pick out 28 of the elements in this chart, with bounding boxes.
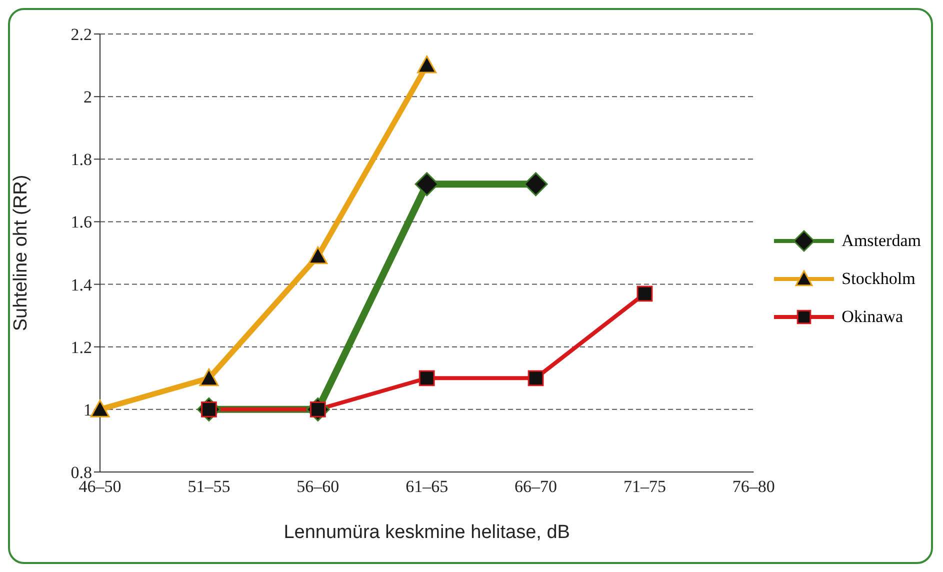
x-tick-label: 61–65 (406, 477, 448, 496)
point (414, 172, 439, 196)
x-tick-label: 76–80 (732, 477, 775, 496)
y-tick-label: 2.2 (70, 25, 92, 44)
y-tick-label: 1 (84, 400, 92, 420)
point (418, 370, 435, 386)
point (528, 370, 544, 386)
x-tick-label: 51–55 (188, 477, 230, 496)
legend-label: Okinawa (842, 307, 904, 327)
point (417, 56, 437, 74)
y-tick-label: 1.8 (70, 150, 92, 170)
legend-label: Stockholm (842, 269, 916, 289)
x-axis-title: Lennumüra keskmine helitase, dB (284, 522, 570, 543)
point (524, 172, 548, 196)
y-tick-label: 1.4 (70, 275, 92, 294)
point (90, 400, 110, 418)
legend-label: Amsterdam (842, 231, 921, 251)
y-tick-label: 2 (84, 88, 92, 107)
y-tick-label: 1.2 (70, 338, 92, 357)
x-tick-label: 66–70 (514, 477, 558, 496)
x-tick-label: 46–50 (78, 477, 122, 496)
point (308, 246, 328, 264)
x-tick-label: 71–75 (623, 477, 666, 496)
y-tick-label: 1.6 (70, 212, 92, 232)
point (636, 286, 653, 302)
point (199, 368, 219, 386)
y-axis-title: Suhteline oht (RR) (10, 174, 32, 332)
x-tick-label: 56–60 (296, 477, 340, 496)
